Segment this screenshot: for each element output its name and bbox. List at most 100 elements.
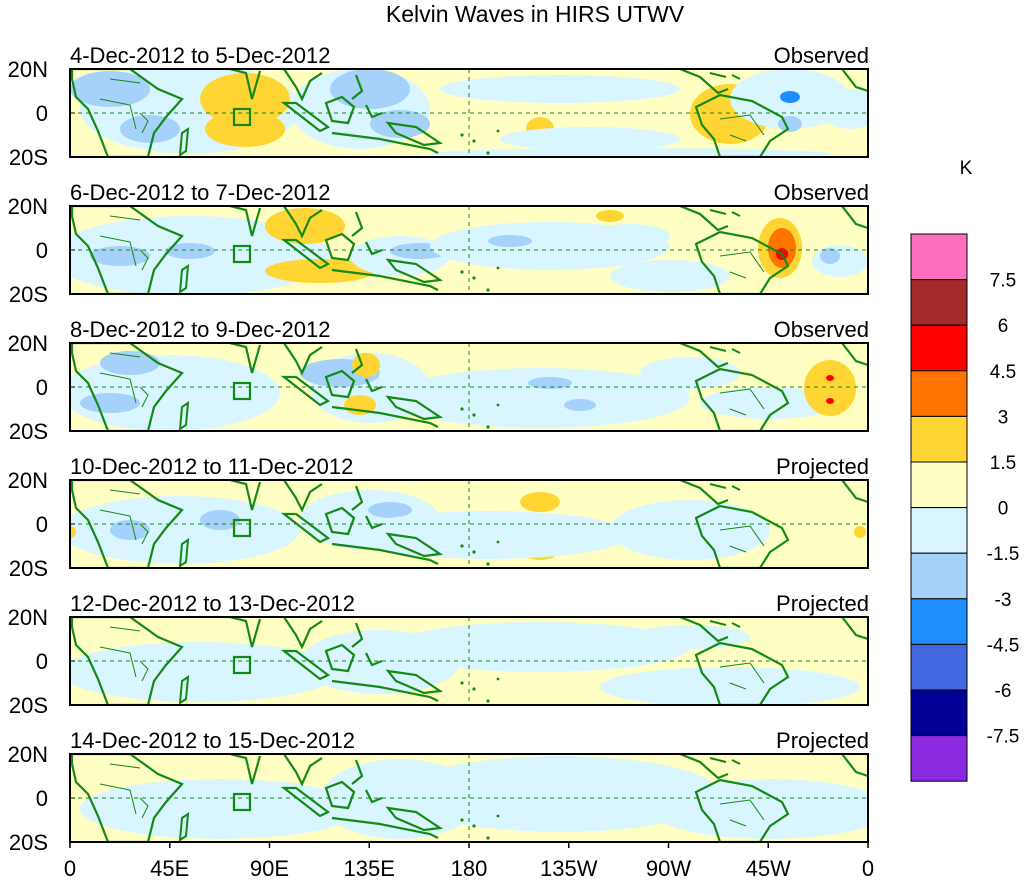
panel-status: Projected [776, 591, 869, 616]
anomaly-contour [165, 243, 215, 259]
lon-label: 135W [540, 856, 598, 881]
panel-date-range: 14-Dec-2012 to 15-Dec-2012 [70, 728, 355, 753]
colorbar-units: K [960, 158, 973, 179]
lat-label: 20S [9, 419, 48, 444]
anomaly-contour [854, 526, 866, 538]
lat-label: 20N [8, 605, 48, 630]
anomaly-contour [520, 492, 560, 512]
anomaly-contour [70, 71, 150, 107]
anomaly-contour [500, 127, 680, 151]
anomaly-contour [120, 115, 180, 143]
panel-date-range: 4-Dec-2012 to 5-Dec-2012 [70, 43, 330, 68]
colorbar-swatch [910, 461, 968, 509]
lon-label: 135E [344, 856, 395, 881]
anomaly-contour [650, 779, 868, 839]
anomaly-contour [200, 510, 240, 530]
anomaly-contour [488, 235, 532, 247]
panel-status: Observed [774, 180, 869, 205]
anomaly-contour [80, 393, 140, 413]
anomaly-contour [110, 520, 150, 540]
lat-label: 0 [36, 101, 48, 126]
lon-label: 180 [451, 856, 488, 881]
anomaly-contour [826, 375, 834, 381]
anomaly-contour [352, 353, 380, 377]
anomaly-contour [610, 500, 770, 560]
lon-label: 45E [150, 856, 189, 881]
anomaly-contour [820, 248, 840, 264]
colorbar-label: 0 [998, 499, 1009, 520]
lat-label: 0 [36, 786, 48, 811]
anomaly-contour [350, 511, 630, 559]
anomaly-contour [205, 111, 285, 147]
anomaly-contour [820, 89, 868, 129]
anomaly-contour [590, 224, 670, 248]
colorbar-label: -7.5 [987, 727, 1020, 748]
anomaly-contour [70, 642, 340, 702]
panel-2: 20N 0 20S 6-Dec-2012 to 7-Dec-2012 Observed [8, 180, 869, 307]
lat-label: 20N [8, 331, 48, 356]
lat-label: 20N [8, 742, 48, 767]
lat-label: 20S [9, 145, 48, 170]
anomaly-contour [826, 398, 834, 404]
lat-label: 20N [8, 57, 48, 82]
lat-label: 0 [36, 238, 48, 263]
anomaly-contour [430, 148, 830, 157]
longitude-axis: 0 45E 90E 135E 180 135W 90W 45W 0 [64, 842, 874, 881]
lat-label: 20S [9, 830, 48, 855]
lon-label: 90E [250, 856, 289, 881]
panel-date-range: 10-Dec-2012 to 11-Dec-2012 [70, 454, 353, 479]
lat-label: 0 [36, 375, 48, 400]
anomaly-contour [804, 360, 856, 416]
colorbar-label: 3 [998, 407, 1009, 428]
lat-label: 20N [8, 468, 48, 493]
colorbar-label: -3 [995, 590, 1012, 611]
colorbar-swatch [910, 415, 968, 463]
anomaly-contour [368, 502, 412, 518]
figure-title: Kelvin Waves in HIRS UTWV [385, 1, 685, 27]
colorbar-swatch [910, 233, 968, 281]
colorbar-swatch [910, 324, 968, 372]
lat-label: 20S [9, 556, 48, 581]
colorbar-swatch [910, 643, 968, 691]
lon-label: 45W [746, 856, 791, 881]
anomaly-contour [265, 259, 375, 283]
anomaly-contour [390, 622, 690, 672]
anomaly-contour [596, 210, 624, 222]
panel-1: 20N 0 20S 4-Dec-2012 to 5-Dec-2012 Observed [8, 43, 869, 170]
panel-status: Projected [776, 728, 869, 753]
colorbar-swatch [910, 689, 968, 737]
colorbar: 7.5 6 4.5 3 1.5 0 -1.5 -3 -4.5 -6 -7.5 [910, 233, 1020, 782]
panel-4: 20N 0 20S 10-Dec-2012 to 11-Dec-2012 Project… [8, 454, 869, 581]
panel-6: 20N 0 20S 14-Dec-2012 to 15-Dec-2012 Project… [8, 728, 869, 855]
lon-label: 0 [862, 856, 874, 881]
anomaly-contour [780, 91, 800, 103]
panel-date-range: 12-Dec-2012 to 13-Dec-2012 [70, 591, 355, 616]
anomaly-contour [440, 75, 680, 103]
colorbar-label: -4.5 [987, 635, 1020, 656]
anomaly-contour [265, 208, 345, 244]
panel-status: Observed [774, 317, 869, 342]
panel-3: 20N 0 20S 8-Dec-2012 to 9-Dec-2012 Observed [8, 317, 869, 444]
panel-5: 20N 0 20S 12-Dec-2012 to 13-Dec-2012 Project… [8, 591, 869, 718]
anomaly-contour [610, 260, 730, 292]
colorbar-label: 4.5 [990, 362, 1016, 383]
anomaly-contour [200, 73, 290, 125]
anomaly-contour [90, 246, 150, 266]
colorbar-swatch [910, 735, 968, 782]
colorbar-label: 6 [998, 316, 1009, 337]
colorbar-label: 7.5 [990, 271, 1016, 292]
lat-label: 20N [8, 194, 48, 219]
panel-date-range: 8-Dec-2012 to 9-Dec-2012 [70, 317, 330, 342]
panel-date-range: 6-Dec-2012 to 7-Dec-2012 [70, 180, 330, 205]
lat-label: 0 [36, 512, 48, 537]
colorbar-label: -1.5 [987, 544, 1020, 565]
lat-label: 0 [36, 649, 48, 674]
colorbar-label: -6 [995, 681, 1012, 702]
anomaly-contour [390, 368, 690, 428]
anomaly-contour [564, 399, 596, 411]
lon-label: 0 [64, 856, 76, 881]
colorbar-swatch [910, 279, 968, 326]
lat-label: 20S [9, 282, 48, 307]
